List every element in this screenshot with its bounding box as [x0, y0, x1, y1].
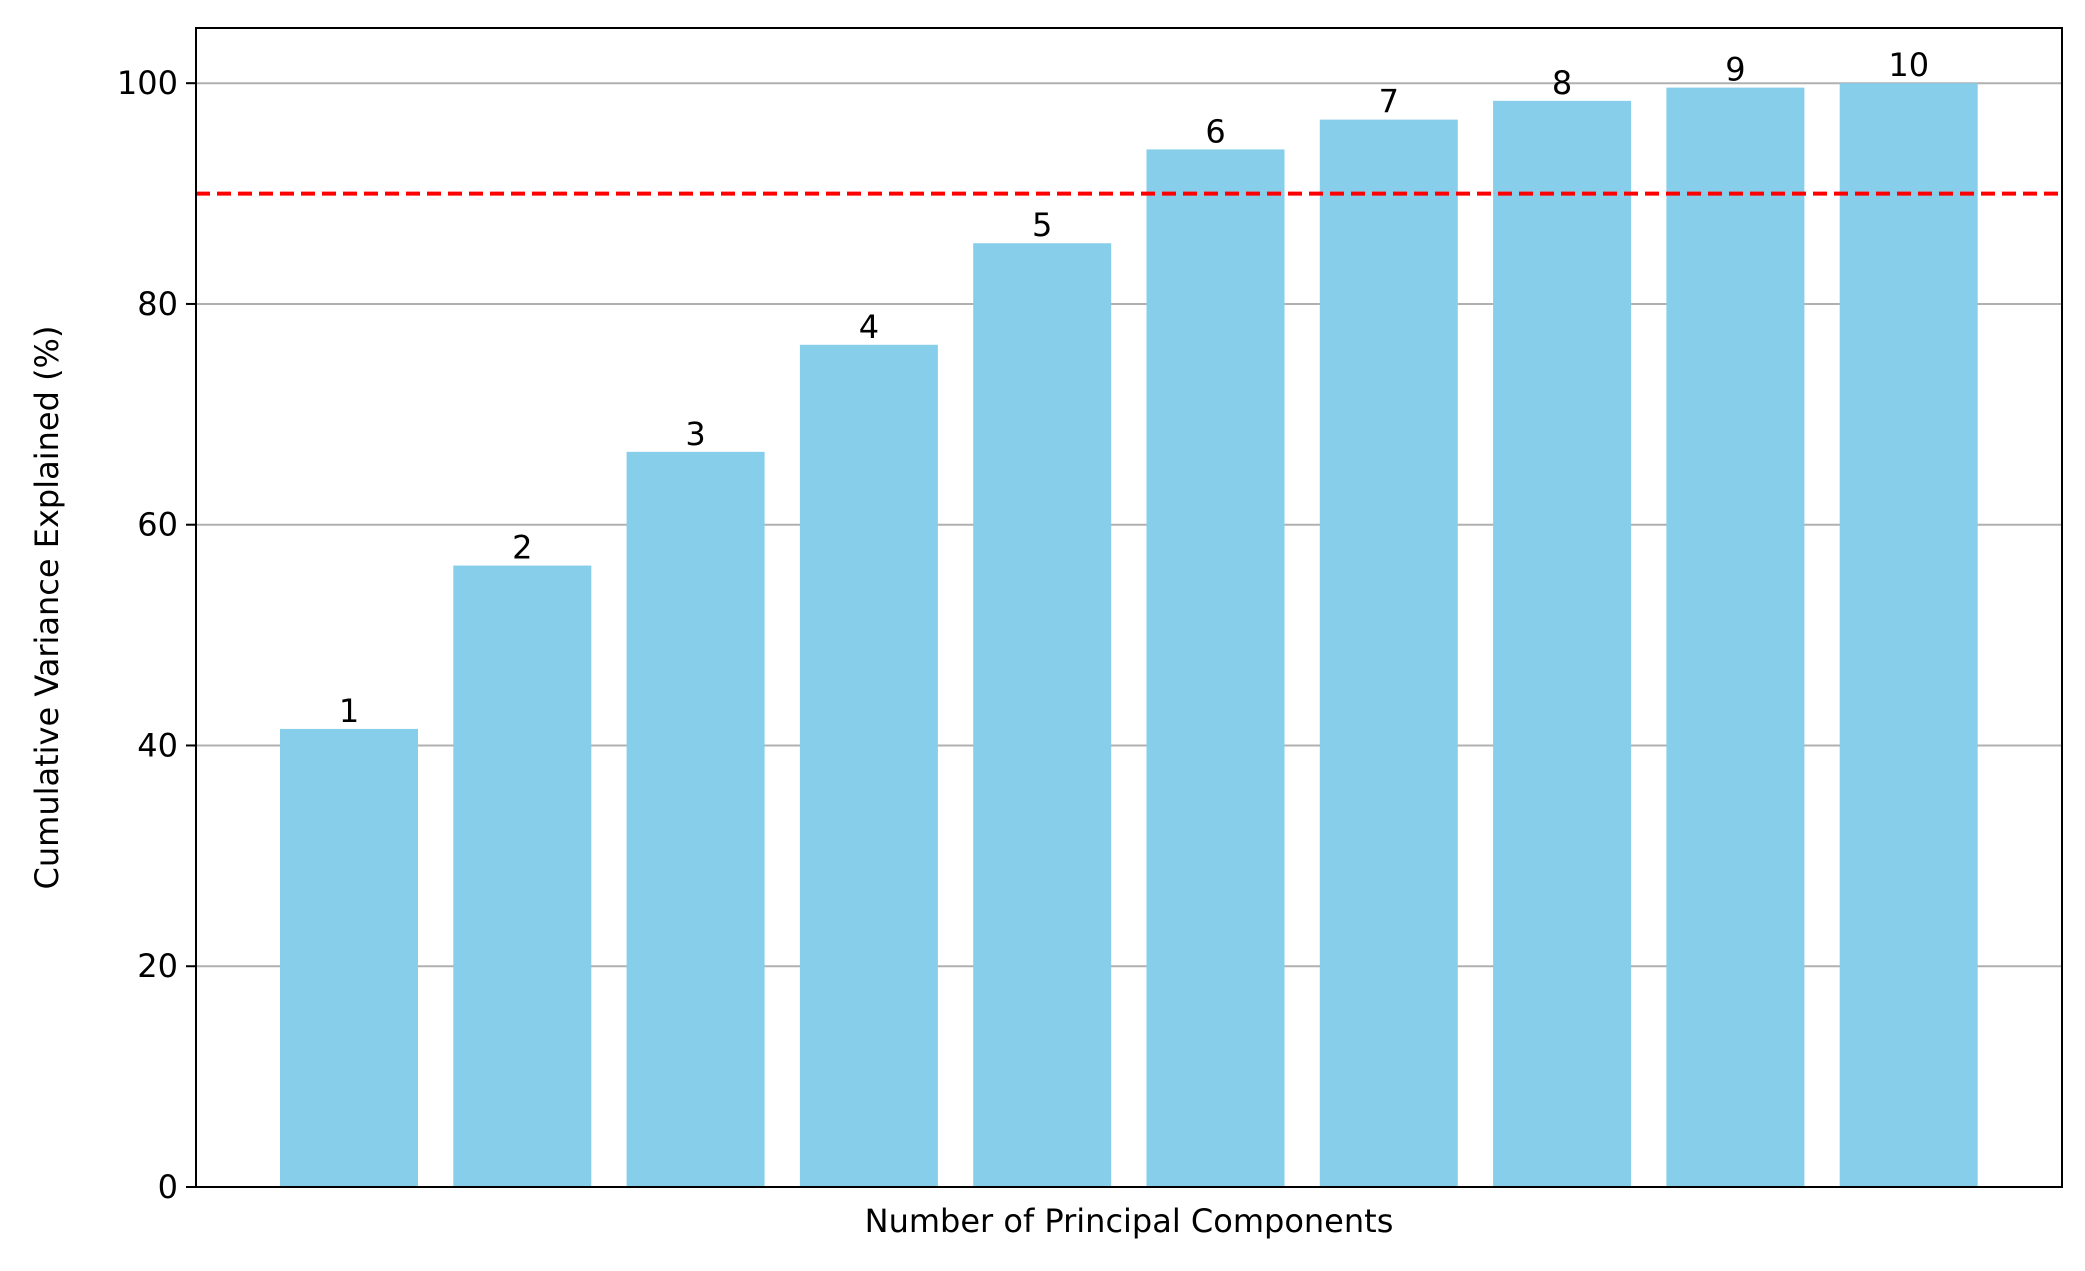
- bar-value-labels: 1 2 3 4 5 6 7 8 9 10: [339, 46, 1929, 730]
- bar-label-3: 3: [685, 415, 705, 453]
- bar-7: [1319, 119, 1458, 1187]
- x-axis-label: Number of Principal Components: [865, 1202, 1394, 1240]
- bar-2: [453, 565, 592, 1187]
- y-axis-ticks: 0 20 40 60 80 100: [117, 64, 196, 1206]
- bar-label-6: 6: [1205, 112, 1225, 150]
- plot-frame: [195, 27, 2063, 1188]
- bar-label-2: 2: [512, 529, 532, 567]
- y-tick-label-60: 60: [137, 506, 178, 544]
- bar-9: [1666, 87, 1805, 1187]
- y-tick-label-40: 40: [137, 726, 178, 764]
- bar-label-10: 10: [1888, 46, 1929, 84]
- bar-label-8: 8: [1552, 64, 1572, 102]
- bar-4: [799, 344, 938, 1187]
- bar-label-9: 9: [1725, 51, 1745, 89]
- bar-8: [1493, 100, 1632, 1187]
- bars: [280, 83, 1978, 1188]
- y-axis-label: Cumulative Variance Explained (%): [28, 326, 66, 890]
- bar-3: [626, 451, 765, 1187]
- y-tick-label-100: 100: [117, 64, 178, 102]
- y-tick-label-0: 0: [158, 1168, 178, 1206]
- bar-label-7: 7: [1379, 83, 1399, 121]
- y-tick-label-20: 20: [137, 947, 178, 985]
- bar-10: [1839, 83, 1978, 1188]
- bar-5: [973, 243, 1112, 1187]
- bar-label-5: 5: [1032, 206, 1052, 244]
- y-tick-label-80: 80: [137, 285, 178, 323]
- bar-label-1: 1: [339, 692, 359, 730]
- bar-1: [280, 728, 418, 1187]
- bar-label-4: 4: [859, 308, 879, 346]
- axes-frame: [195, 27, 2063, 1188]
- bar-6: [1146, 149, 1285, 1187]
